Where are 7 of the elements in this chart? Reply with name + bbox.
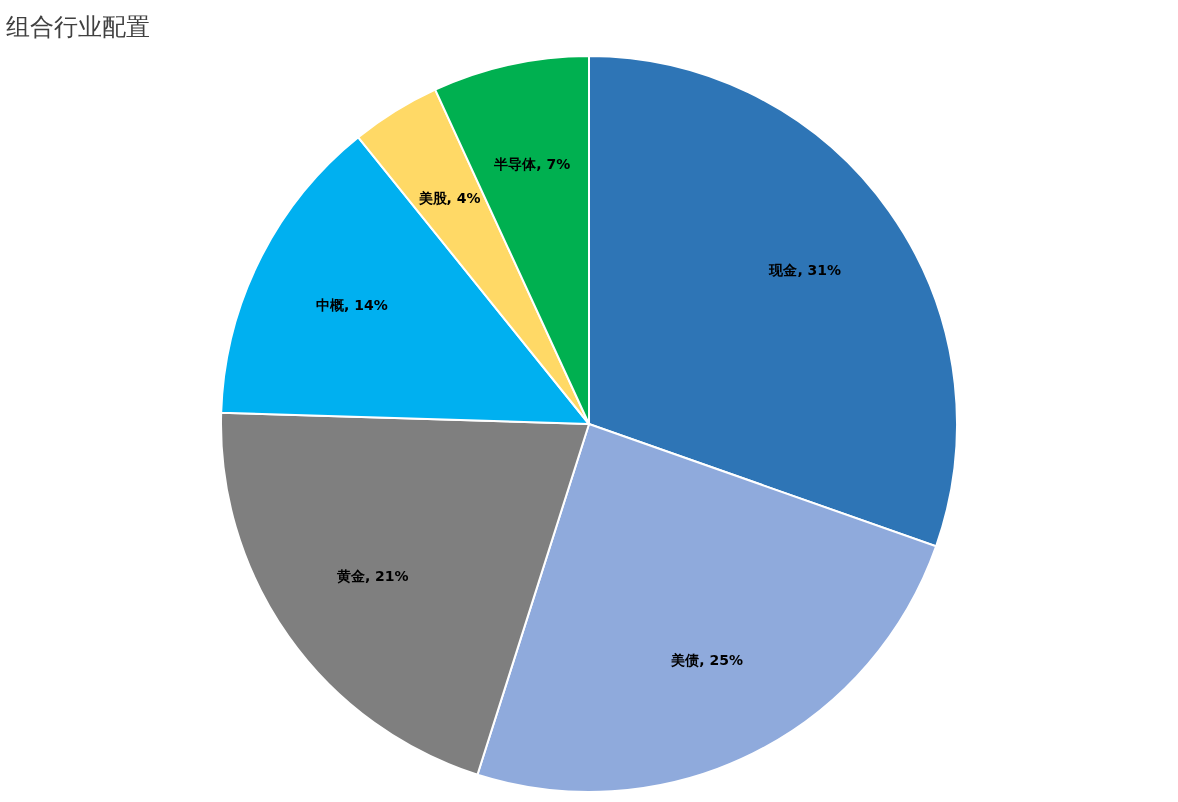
slice-label: 现金, 31% xyxy=(768,261,842,278)
slice-label: 美债, 25% xyxy=(670,652,743,669)
slice-label: 黄金, 21% xyxy=(335,568,409,585)
slice-label: 美股, 4% xyxy=(417,189,481,206)
slice-label: 中概, 14% xyxy=(315,296,388,313)
chart-title: 组合行业配置 xyxy=(6,13,150,41)
slice-label: 半导体, 7% xyxy=(493,156,571,173)
